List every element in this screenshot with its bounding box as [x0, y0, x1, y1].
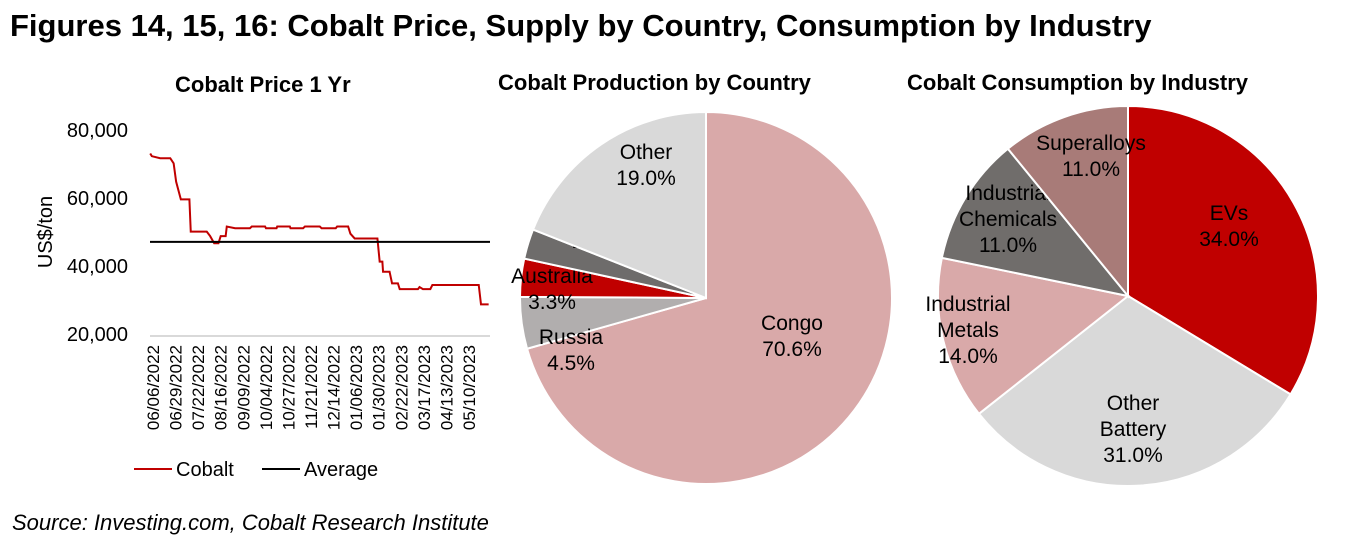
- consumption-slice-label: EVs: [1210, 202, 1249, 225]
- consumption-slice-label: 31.0%: [1103, 444, 1163, 467]
- consumption-slice-other-battery: [977, 294, 1292, 487]
- production-chart-title: Cobalt Production by Country: [498, 70, 811, 95]
- consumption-slice-industrial-metals: [937, 256, 1131, 416]
- x-tick-label: 04/13/2023: [437, 345, 456, 430]
- x-tick-label: 08/16/2022: [212, 345, 231, 430]
- y-tick-label: 20,000: [67, 324, 128, 346]
- y-tick-label: 80,000: [67, 120, 128, 142]
- x-tick-label: 01/06/2023: [347, 345, 366, 430]
- figure-title: Figures 14, 15, 16: Cobalt Price, Supply…: [10, 8, 1152, 43]
- y-axis-label: US$/ton: [35, 196, 57, 268]
- production-slice-label: Australia: [511, 265, 593, 288]
- legend-cobalt-label: Cobalt: [176, 459, 234, 481]
- consumption-slice-label: 11.0%: [979, 234, 1037, 257]
- consumption-slice-label: 34.0%: [1199, 228, 1259, 251]
- consumption-slice-evs: [1127, 104, 1319, 396]
- consumption-slice-label: Other: [1107, 392, 1160, 415]
- consumption-slice-label: Chemicals: [959, 208, 1057, 231]
- price-chart-title: Cobalt Price 1 Yr: [175, 72, 351, 97]
- y-tick-label: 40,000: [67, 256, 128, 278]
- x-tick-label: 07/22/2022: [189, 345, 208, 430]
- consumption-slice-label: 14.0%: [938, 345, 998, 368]
- x-tick-label: 12/14/2022: [325, 345, 344, 430]
- x-tick-label: 09/09/2022: [234, 345, 253, 430]
- x-tick-label: 11/21/2022: [302, 345, 321, 429]
- consumption-chart-title: Cobalt Consumption by Industry: [907, 70, 1248, 95]
- x-tick-label: 03/17/2023: [415, 345, 434, 430]
- x-tick-label: 06/29/2022: [167, 345, 186, 430]
- legend-average-label: Average: [304, 459, 378, 481]
- production-slice-label: 3.3%: [528, 291, 576, 314]
- consumption-slice-label: Industrial: [965, 182, 1050, 205]
- x-tick-label: 10/27/2022: [279, 345, 298, 430]
- x-tick-label: 06/06/2022: [144, 345, 163, 430]
- source-note: Source: Investing.com, Cobalt Research I…: [12, 510, 489, 535]
- production-slice-other: [531, 110, 707, 300]
- x-tick-label: 01/30/2023: [370, 345, 389, 430]
- cobalt-price-line: [149, 152, 489, 306]
- consumption-slice-label: 11.0%: [1062, 158, 1120, 181]
- consumption-slice-label: Metals: [937, 319, 999, 342]
- production-slice-label: 4.5%: [547, 352, 595, 375]
- consumption-slice-label: Battery: [1100, 418, 1167, 441]
- x-tick-label: 05/10/2023: [460, 345, 479, 430]
- production-slice-label: 19.0%: [616, 167, 676, 190]
- x-tick-label: 10/04/2022: [257, 345, 276, 430]
- consumption-slice-industrial-chemicals: [940, 147, 1131, 298]
- consumption-slice-superalloys: [1006, 104, 1129, 299]
- consumption-slice-label: Superalloys: [1036, 132, 1146, 155]
- production-slice-congo: [525, 110, 893, 485]
- production-slice-label: Other: [620, 141, 673, 164]
- x-tick-label: 02/22/2023: [392, 345, 411, 430]
- y-tick-label: 60,000: [67, 188, 128, 210]
- production-slice-label: 70.6%: [762, 338, 822, 361]
- production-slice-label: Russia: [539, 326, 604, 349]
- consumption-slice-label: Industrial: [925, 293, 1010, 316]
- production-slice-label: Congo: [761, 312, 823, 335]
